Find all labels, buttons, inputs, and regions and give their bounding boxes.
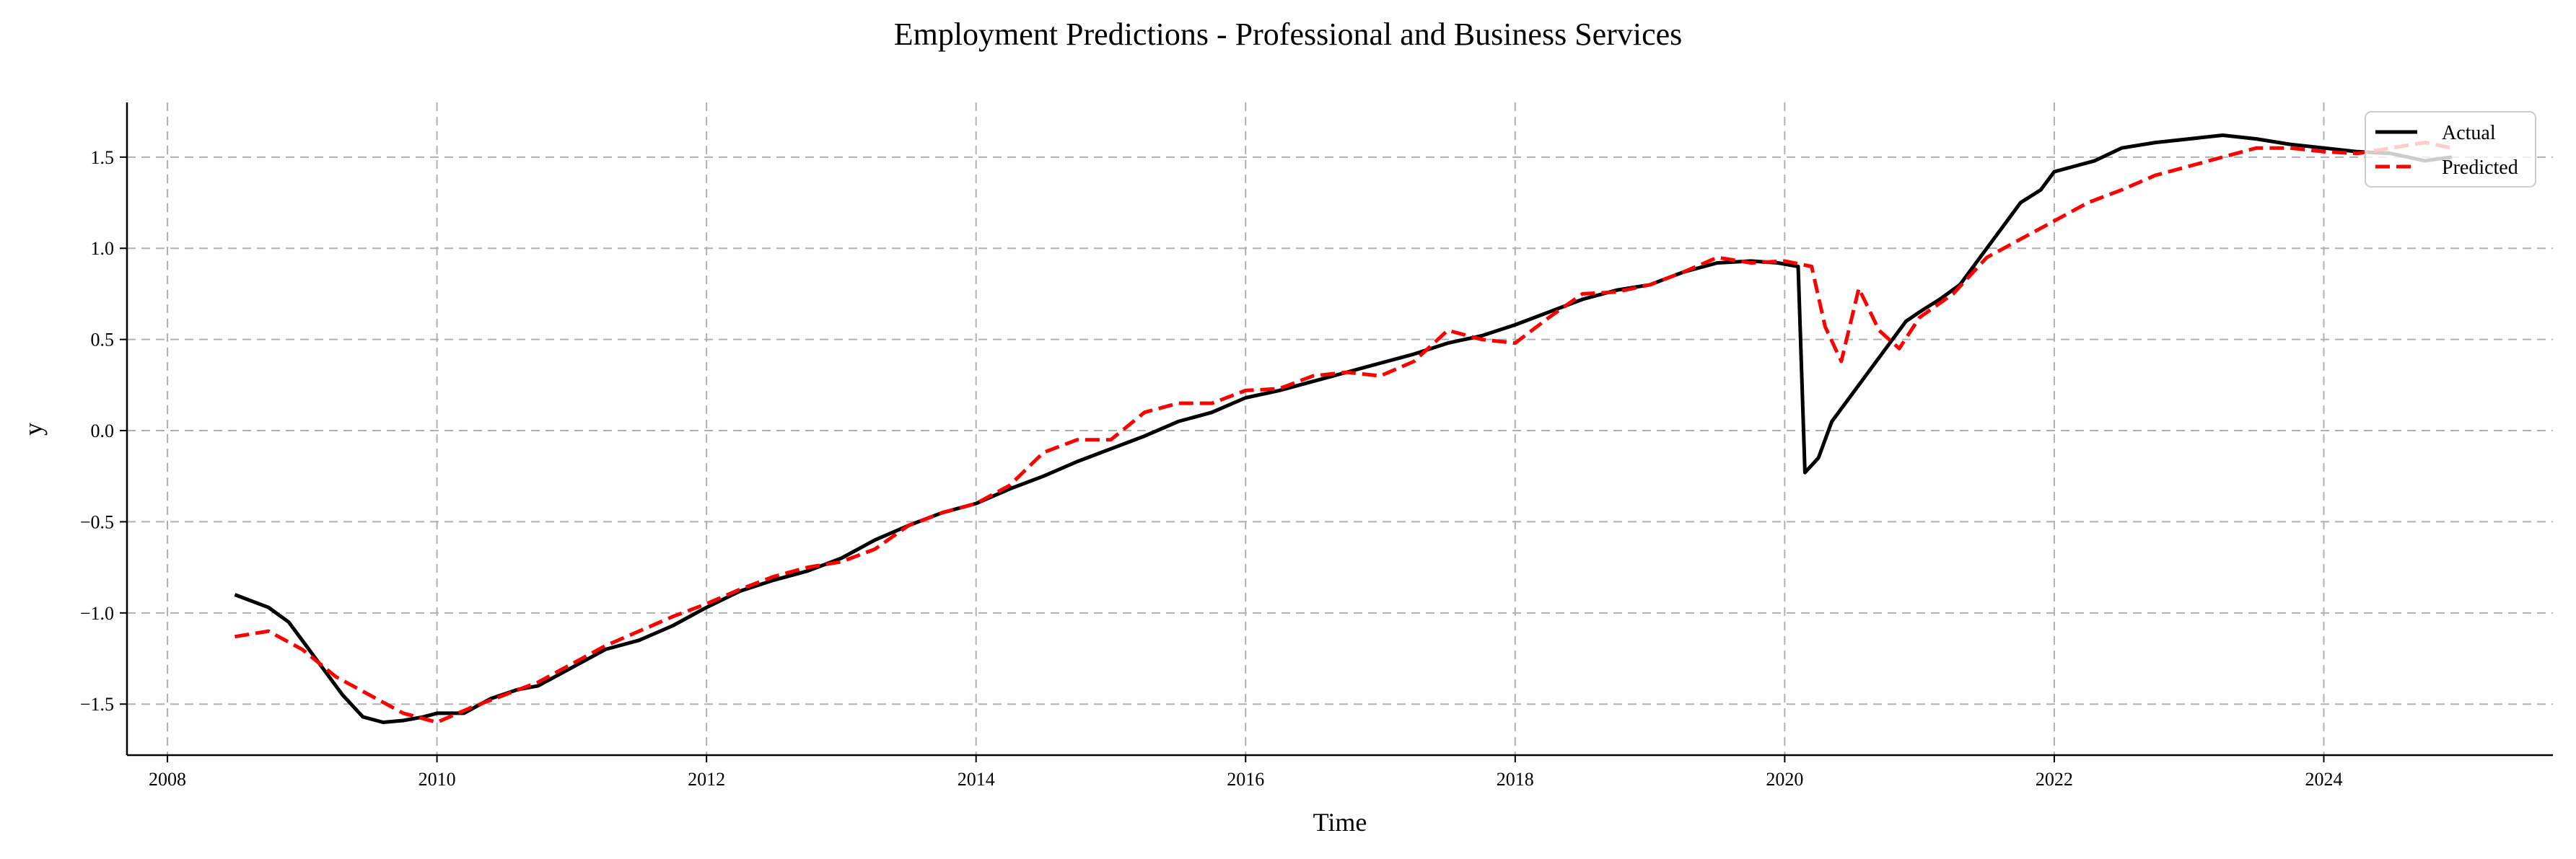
chart-title: Employment Predictions - Professional an… xyxy=(894,17,1683,52)
grid-layer xyxy=(127,102,2553,755)
legend-label-predicted: Predicted xyxy=(2442,157,2518,179)
x-tick-label: 2024 xyxy=(2305,769,2342,790)
x-tick-label: 2012 xyxy=(688,769,725,790)
x-tick-label: 2008 xyxy=(149,769,186,790)
x-tick-label: 2016 xyxy=(1227,769,1264,790)
axes-layer xyxy=(126,102,2553,757)
y-tick-label: 1.0 xyxy=(91,238,115,259)
y-tick-label: 0.0 xyxy=(91,420,115,441)
x-tick-label: 2022 xyxy=(2036,769,2073,790)
x-tick-label: 2020 xyxy=(1766,769,1803,790)
series-line-predicted xyxy=(234,141,2453,724)
y-tick-label: −1.0 xyxy=(80,603,114,624)
series-line-actual xyxy=(234,133,2453,724)
x-axis-title: Time xyxy=(1313,808,1367,837)
series-layer xyxy=(234,133,2453,724)
x-tick-label: 2014 xyxy=(958,769,995,790)
legend: Actual Predicted xyxy=(2365,111,2536,188)
y-tick-label: 1.5 xyxy=(91,147,115,168)
y-tick-label: −1.5 xyxy=(80,694,114,715)
y-tick-label: 0.5 xyxy=(91,330,115,351)
y-tick-label: −0.5 xyxy=(80,511,114,532)
y-axis-title: y xyxy=(19,423,48,436)
x-tick-label: 2010 xyxy=(419,769,456,790)
ticks-layer: 2008 2010 2012 2014 2016 2018 2020 2022 2024 −1.5… xyxy=(80,147,2343,790)
x-tick-label: 2018 xyxy=(1497,769,1534,790)
legend-label-actual: Actual xyxy=(2442,122,2496,144)
